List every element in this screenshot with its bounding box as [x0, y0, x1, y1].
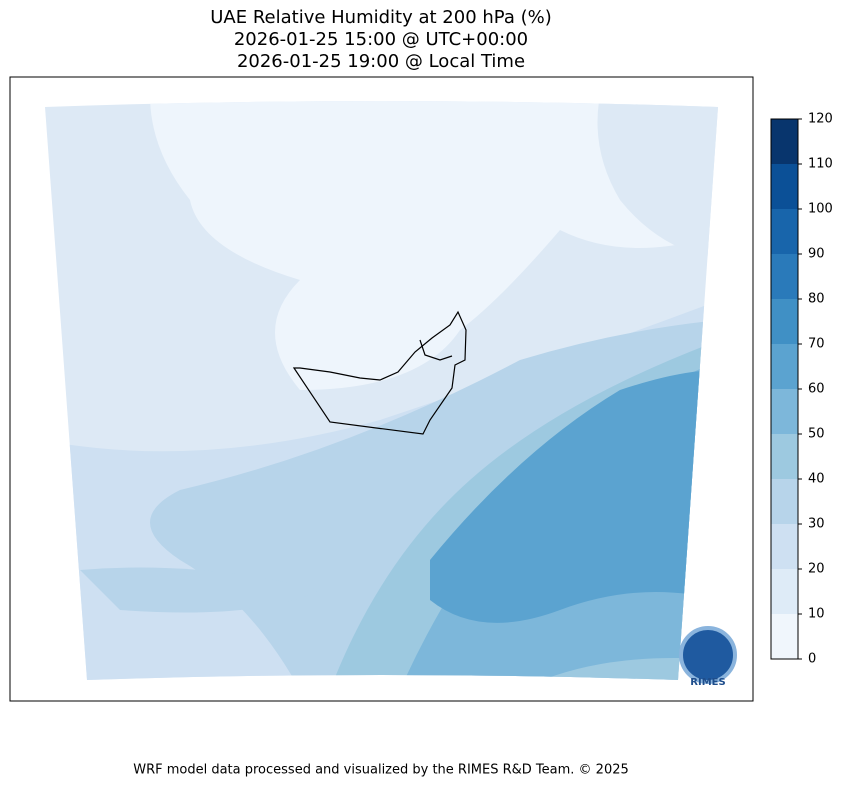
uae-border [292, 310, 467, 435]
colorbar-tick-label: 110 [808, 157, 833, 172]
logo: RIMES [679, 626, 737, 688]
colorbar-tick-label: 20 [808, 562, 825, 577]
title-line: 2026-01-25 19:00 @ Local Time [237, 51, 525, 72]
colorbar-tick-label: 80 [808, 292, 825, 307]
colorbar-segment [771, 344, 798, 389]
footer: WRF model data processed and visualized … [133, 763, 629, 778]
colorbar-tick-label: 90 [808, 247, 825, 262]
colorbar-segment [771, 524, 798, 569]
colorbar-tick-label: 40 [808, 472, 825, 487]
colorbar-segment [771, 479, 798, 524]
colorbar-segment [771, 254, 798, 299]
colorbar-tick-label: 70 [808, 337, 825, 352]
colorbar-segment [771, 209, 798, 254]
humidity-field [45, 101, 718, 680]
title-line: UAE Relative Humidity at 200 hPa (%) [210, 7, 551, 28]
colorbar-segment [771, 389, 798, 434]
colorbar-tick-label: 60 [808, 382, 825, 397]
logo-circle [679, 626, 737, 684]
title-line: 2026-01-25 15:00 @ UTC+00:00 [234, 29, 528, 50]
colorbar-tick-label: 50 [808, 427, 825, 442]
colorbar-tick-label: 10 [808, 607, 825, 622]
colorbar-tick-label: 120 [808, 112, 833, 127]
colorbar-tick-label: 30 [808, 517, 825, 532]
colorbar-segment [771, 614, 798, 659]
colorbar-tick-label: 0 [808, 652, 816, 667]
colorbar-segment [771, 119, 798, 164]
colorbar-segment [771, 299, 798, 344]
logo-text: RIMES [690, 677, 725, 688]
colorbar: 0 10 20 30 40 50 60 70 80 90 100 110 120 [770, 112, 833, 667]
colorbar-segment [771, 434, 798, 479]
colorbar-segment [771, 164, 798, 209]
colorbar-segment [771, 569, 798, 614]
map [9, 76, 754, 702]
colorbar-tick-label: 100 [808, 202, 833, 217]
